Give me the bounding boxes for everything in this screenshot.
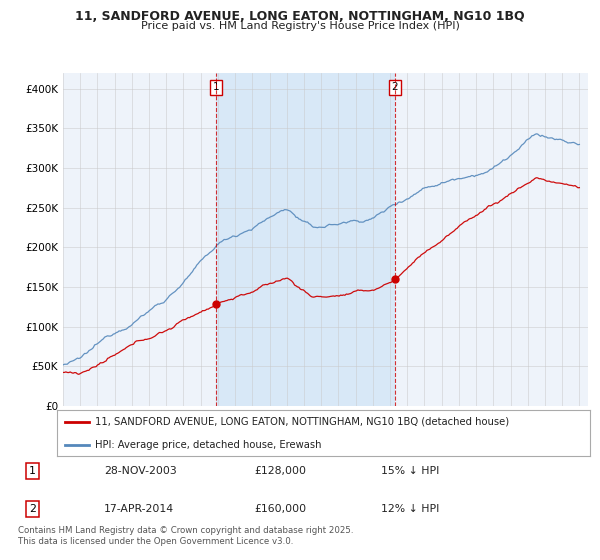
Text: 12% ↓ HPI: 12% ↓ HPI — [380, 504, 439, 514]
Text: 2: 2 — [29, 504, 35, 514]
Text: £160,000: £160,000 — [254, 504, 306, 514]
Text: HPI: Average price, detached house, Erewash: HPI: Average price, detached house, Erew… — [95, 440, 322, 450]
Text: Contains HM Land Registry data © Crown copyright and database right 2025.
This d: Contains HM Land Registry data © Crown c… — [18, 526, 353, 546]
Text: 17-APR-2014: 17-APR-2014 — [104, 504, 174, 514]
Bar — [217, 73, 395, 406]
Text: 15% ↓ HPI: 15% ↓ HPI — [380, 466, 439, 476]
Text: 1: 1 — [213, 82, 220, 92]
Text: 11, SANDFORD AVENUE, LONG EATON, NOTTINGHAM, NG10 1BQ (detached house): 11, SANDFORD AVENUE, LONG EATON, NOTTING… — [95, 417, 509, 427]
Text: 28-NOV-2003: 28-NOV-2003 — [104, 466, 177, 476]
Text: 11, SANDFORD AVENUE, LONG EATON, NOTTINGHAM, NG10 1BQ: 11, SANDFORD AVENUE, LONG EATON, NOTTING… — [75, 10, 525, 23]
Text: 2: 2 — [392, 82, 398, 92]
Text: £128,000: £128,000 — [254, 466, 306, 476]
Text: 1: 1 — [29, 466, 35, 476]
Text: Price paid vs. HM Land Registry's House Price Index (HPI): Price paid vs. HM Land Registry's House … — [140, 21, 460, 31]
